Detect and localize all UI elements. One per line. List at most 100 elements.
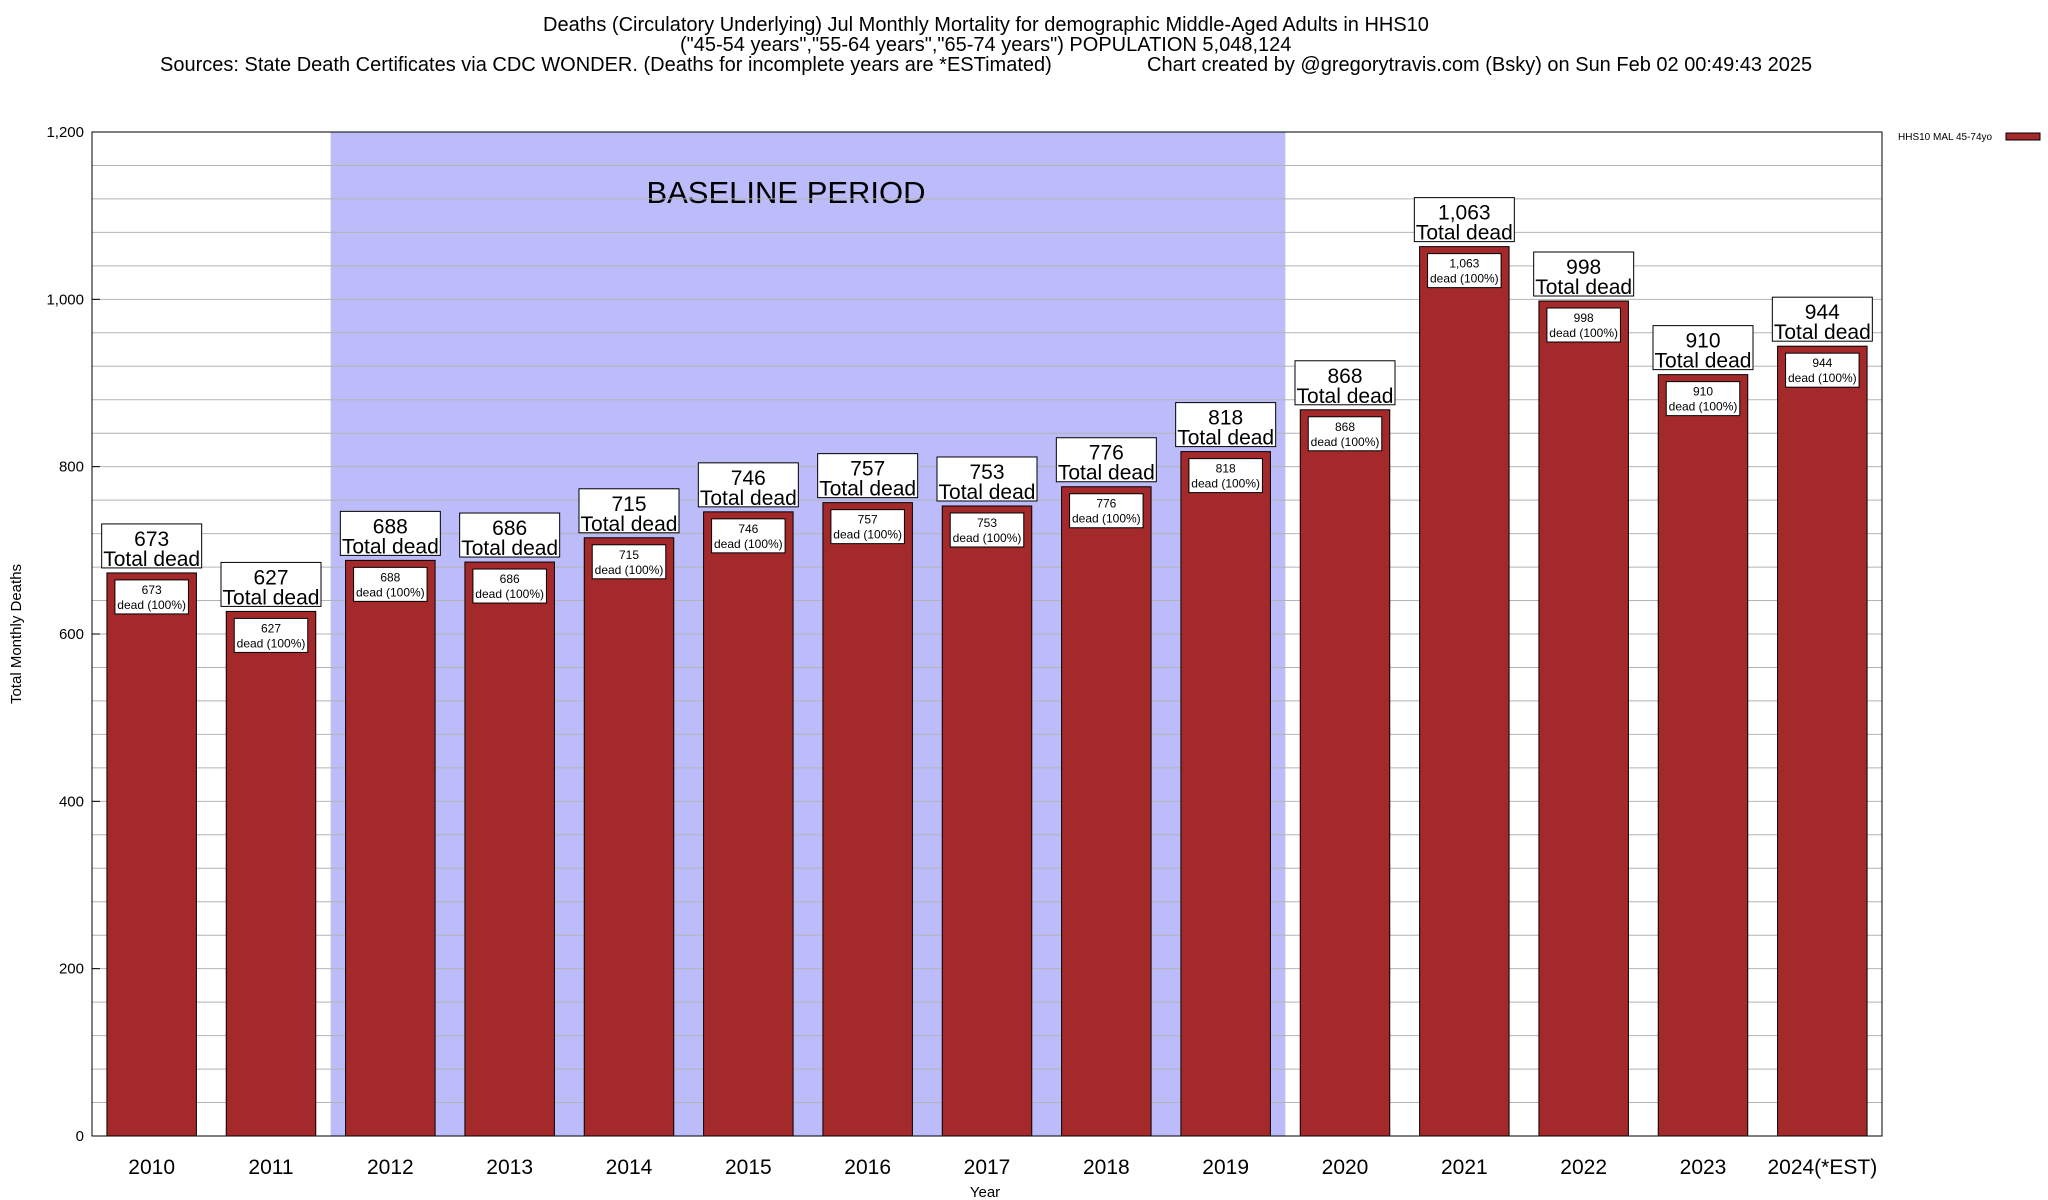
top-total-label: Total dead [103, 548, 200, 571]
bar-2011 [225, 610, 317, 1137]
top-value-label: 746 [731, 467, 766, 490]
top-label-box [1055, 437, 1157, 483]
inner-label-box [830, 509, 905, 545]
inner-label-box [1069, 493, 1144, 529]
y-tick-label: 1,200 [46, 124, 84, 141]
bar-2019 [1180, 451, 1271, 1137]
inner-label-box [1546, 307, 1621, 343]
bar-2024(*EST) [1777, 345, 1868, 1137]
top-value-label: 910 [1685, 330, 1720, 353]
inner-label-box [711, 518, 786, 554]
inner-percent-label: dead (100%) [356, 585, 425, 599]
top-value-label: 757 [850, 458, 885, 481]
bar-2014 [583, 537, 675, 1137]
top-value-label: 688 [373, 515, 408, 538]
top-label-box [817, 453, 919, 499]
top-total-label: Total dead [342, 535, 439, 558]
top-value-label: 998 [1566, 256, 1601, 279]
inner-percent-label: dead (100%) [1549, 326, 1618, 340]
bar-2013 [464, 561, 555, 1137]
top-value-label: 776 [1089, 442, 1124, 465]
x-tick-label: 2018 [1083, 1156, 1130, 1179]
x-tick-label: 2012 [367, 1156, 414, 1179]
top-total-label: Total dead [1297, 385, 1394, 408]
bar-2012 [345, 559, 436, 1137]
inner-percent-label: dead (100%) [833, 528, 902, 542]
inner-value-label: 686 [500, 572, 520, 586]
x-tick-label: 2021 [1441, 1156, 1488, 1179]
top-label-box [936, 456, 1038, 502]
bar-2020 [1299, 409, 1391, 1137]
inner-percent-label: dead (100%) [1311, 435, 1380, 449]
inner-value-label: 746 [738, 522, 758, 536]
inner-value-label: 998 [1574, 311, 1594, 325]
inner-percent-label: dead (100%) [1191, 477, 1260, 491]
top-total-label: Total dead [819, 478, 916, 501]
top-label-box [1771, 296, 1873, 342]
inner-label-box [353, 566, 428, 602]
bar-2017 [941, 505, 1033, 1137]
top-total-label: Total dead [1058, 462, 1155, 485]
top-value-label: 868 [1327, 365, 1362, 388]
top-label-box [1652, 325, 1754, 371]
inner-value-label: 757 [858, 513, 878, 527]
legend-swatch [2005, 132, 2041, 141]
inner-percent-label: dead (100%) [953, 531, 1022, 545]
y-tick-label: 200 [59, 961, 84, 978]
bar-2016 [822, 502, 913, 1137]
y-tick-label: 0 [76, 1128, 84, 1145]
top-value-label: 944 [1805, 301, 1840, 324]
inner-percent-label: dead (100%) [595, 563, 664, 577]
inner-percent-label: dead (100%) [475, 587, 544, 601]
top-total-label: Total dead [581, 513, 678, 536]
inner-label-box [1785, 352, 1860, 388]
y-tick-label: 800 [59, 459, 84, 476]
top-label-box [1294, 360, 1396, 406]
chart-subtitle: ("45-54 years","55-64 years","65-74 year… [680, 34, 1292, 56]
chart-credit: Chart created by @gregorytravis.com (Bsk… [1147, 54, 1813, 76]
top-total-label: Total dead [1177, 427, 1274, 450]
plot-frame [91, 131, 1883, 1137]
inner-percent-label: dead (100%) [117, 598, 186, 612]
top-value-label: 686 [492, 517, 527, 540]
top-value-label: 673 [134, 528, 169, 551]
top-value-label: 1,063 [1438, 202, 1491, 225]
x-tick-label: 2010 [128, 1156, 175, 1179]
x-tick-label: 2022 [1560, 1156, 1607, 1179]
inner-label-box [1307, 416, 1383, 452]
top-total-label: Total dead [1655, 350, 1752, 373]
top-label-box [101, 523, 203, 569]
bar-2018 [1061, 486, 1152, 1137]
x-tick-label: 2013 [486, 1156, 533, 1179]
x-tick-label: 2011 [248, 1156, 293, 1179]
inner-value-label: 776 [1096, 497, 1116, 511]
top-total-label: Total dead [700, 487, 797, 510]
x-tick-label: 2017 [964, 1156, 1011, 1179]
inner-value-label: 753 [977, 516, 997, 530]
inner-label-box [1188, 458, 1263, 494]
bar-2022 [1538, 300, 1629, 1137]
top-total-label: Total dead [223, 586, 320, 609]
x-tick-label: 2019 [1202, 1156, 1249, 1179]
top-label-box [697, 462, 799, 508]
inner-label-box [472, 568, 547, 604]
chart-title: Deaths (Circulatory Underlying) Jul Mont… [543, 14, 1429, 36]
bar-2021 [1419, 246, 1510, 1137]
inner-label-box [591, 544, 667, 580]
inner-value-label: 868 [1335, 420, 1355, 434]
y-tick-label: 1,000 [46, 291, 84, 308]
top-total-label: Total dead [939, 481, 1036, 504]
top-total-label: Total dead [461, 537, 558, 560]
top-value-label: 627 [253, 566, 288, 589]
inner-value-label: 818 [1216, 462, 1236, 476]
top-total-label: Total dead [1774, 321, 1871, 344]
bar-2023 [1657, 374, 1749, 1137]
top-label-box [459, 512, 561, 558]
top-label-box [220, 561, 322, 607]
inner-label-box [233, 617, 309, 653]
top-label-box [1175, 402, 1277, 448]
inner-label-box [949, 512, 1025, 548]
top-label-box [1533, 251, 1635, 297]
top-label-box [1413, 197, 1515, 243]
